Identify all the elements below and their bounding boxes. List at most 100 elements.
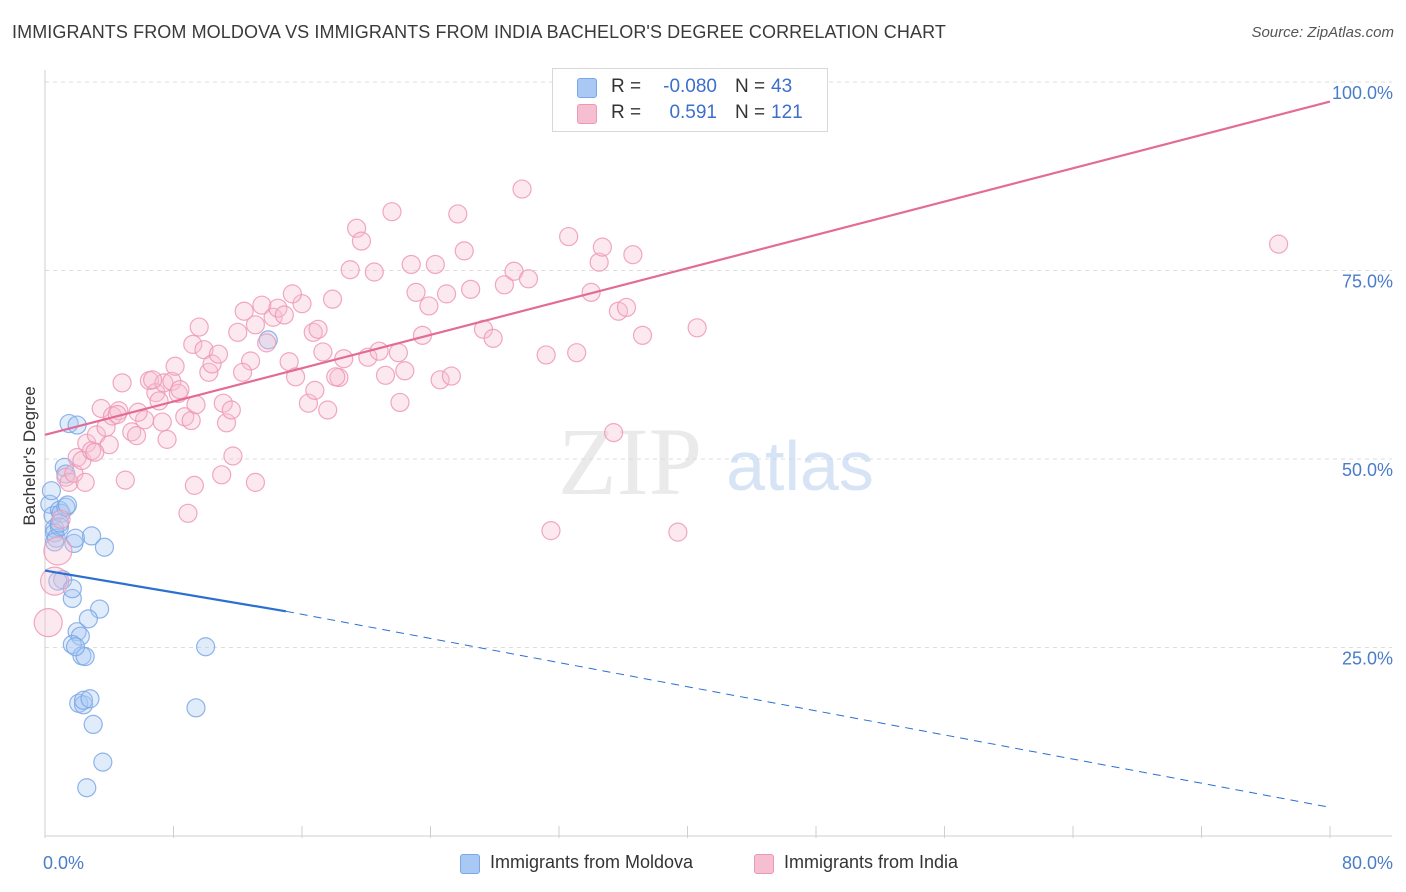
data-point-india bbox=[213, 393, 233, 413]
data-point-india bbox=[282, 284, 302, 304]
data-point-india bbox=[375, 365, 396, 385]
y-tick-label: 50.0% bbox=[1342, 460, 1393, 480]
x-tick-label: 0.0% bbox=[43, 853, 84, 873]
legend-label-india: Immigrants from India bbox=[784, 852, 959, 872]
data-point-india bbox=[170, 380, 190, 400]
data-point-india bbox=[202, 354, 222, 374]
data-point-india bbox=[425, 254, 445, 275]
data-point-india bbox=[126, 426, 147, 446]
data-point-india bbox=[143, 370, 163, 390]
data-point-india bbox=[292, 294, 312, 314]
legend-n-value-india: 121 bbox=[771, 102, 803, 123]
data-point-moldova bbox=[83, 714, 103, 735]
legend-n-label: N = bbox=[735, 76, 766, 97]
series-moldova bbox=[40, 330, 278, 798]
data-point-india bbox=[430, 370, 450, 390]
data-point-india bbox=[165, 356, 185, 376]
legend-n-value-moldova: 43 bbox=[771, 76, 793, 97]
data-point-india bbox=[157, 429, 177, 449]
y-tick-label: 100.0% bbox=[1332, 83, 1393, 103]
data-point-india bbox=[33, 608, 63, 638]
stats-legend: R = -0.080 N = 43 R = 0.591 N = 121 bbox=[552, 68, 828, 132]
data-point-india bbox=[494, 275, 514, 295]
data-point-india bbox=[364, 262, 384, 282]
data-point-moldova bbox=[78, 609, 98, 629]
watermark: ZIP atlas bbox=[558, 408, 874, 515]
data-point-india bbox=[313, 342, 333, 362]
data-point-moldova bbox=[80, 689, 100, 709]
data-point-india bbox=[623, 245, 643, 265]
data-point-india bbox=[305, 380, 325, 400]
data-point-india bbox=[592, 237, 612, 257]
data-point-india bbox=[668, 522, 688, 542]
data-point-india bbox=[51, 509, 71, 529]
data-point-india bbox=[232, 362, 253, 382]
data-point-india bbox=[518, 269, 539, 289]
data-point-india bbox=[183, 334, 203, 354]
data-point-india bbox=[390, 392, 410, 413]
data-point-moldova bbox=[65, 528, 86, 548]
data-point-india bbox=[308, 319, 328, 339]
data-point-india bbox=[59, 472, 79, 492]
data-point-india bbox=[388, 343, 408, 363]
data-point-moldova bbox=[94, 537, 115, 557]
data-point-india bbox=[221, 400, 241, 420]
data-point-india bbox=[512, 179, 532, 199]
legend-r-label: R = bbox=[611, 76, 642, 97]
data-point-india bbox=[75, 472, 95, 492]
data-point-india bbox=[395, 361, 415, 381]
data-point-india bbox=[228, 322, 248, 342]
data-point-india bbox=[223, 446, 243, 466]
data-point-india bbox=[154, 373, 174, 393]
legend-row-india: R = 0.591 N = 121 bbox=[553, 100, 827, 126]
data-point-india bbox=[112, 373, 132, 393]
trend-line-moldova-extension bbox=[285, 610, 1331, 808]
series-legend: Immigrants from Moldova Immigrants from … bbox=[0, 852, 1406, 878]
data-point-moldova bbox=[41, 481, 62, 501]
legend-r-label: R = bbox=[611, 102, 642, 123]
data-point-india bbox=[208, 344, 229, 364]
source-label: Source: ZipAtlas.com bbox=[1251, 24, 1394, 41]
data-point-india bbox=[461, 279, 481, 299]
data-point-india bbox=[632, 325, 653, 345]
data-point-india bbox=[216, 413, 237, 433]
legend-n-label: N = bbox=[735, 102, 766, 123]
data-point-moldova bbox=[62, 588, 82, 609]
data-point-moldova bbox=[73, 690, 94, 710]
legend-swatch-moldova bbox=[460, 854, 480, 874]
data-point-moldova bbox=[54, 457, 74, 477]
data-point-india bbox=[178, 503, 198, 523]
chart-title: IMMIGRANTS FROM MOLDOVA VS IMMIGRANTS FR… bbox=[12, 22, 946, 42]
legend-swatch-india bbox=[577, 104, 597, 124]
data-point-moldova bbox=[81, 526, 102, 546]
data-point-india bbox=[257, 333, 277, 353]
data-point-india bbox=[326, 367, 346, 387]
data-point-moldova bbox=[196, 637, 216, 657]
data-point-moldova bbox=[57, 495, 78, 515]
data-point-india bbox=[616, 297, 637, 318]
watermark-zip: ZIP bbox=[558, 408, 702, 515]
data-point-india bbox=[181, 410, 201, 431]
data-point-moldova bbox=[77, 778, 97, 798]
legend-r-value-india: 0.591 bbox=[669, 102, 717, 123]
tick-labels: 25.0% 50.0% 75.0% 100.0% 0.0% 80.0% bbox=[43, 83, 1393, 873]
legend-swatch-moldova bbox=[577, 78, 597, 98]
data-point-moldova bbox=[65, 637, 86, 657]
data-point-moldova bbox=[75, 646, 95, 667]
data-point-india bbox=[687, 318, 707, 338]
trend-line-india bbox=[44, 100, 1331, 436]
data-point-india bbox=[162, 371, 182, 391]
series-india bbox=[33, 179, 1289, 638]
data-point-india bbox=[212, 465, 232, 485]
data-point-india bbox=[441, 366, 461, 386]
data-point-india bbox=[322, 289, 343, 309]
data-point-india bbox=[589, 252, 609, 272]
data-point-india bbox=[194, 340, 214, 360]
data-point-moldova bbox=[70, 626, 90, 646]
data-point-india bbox=[152, 412, 172, 432]
legend-label-moldova: Immigrants from Moldova bbox=[490, 852, 694, 872]
legend-row-moldova: R = -0.080 N = 43 bbox=[553, 74, 827, 100]
data-point-india bbox=[347, 218, 367, 238]
data-point-india bbox=[43, 536, 73, 566]
data-point-india bbox=[115, 470, 135, 490]
